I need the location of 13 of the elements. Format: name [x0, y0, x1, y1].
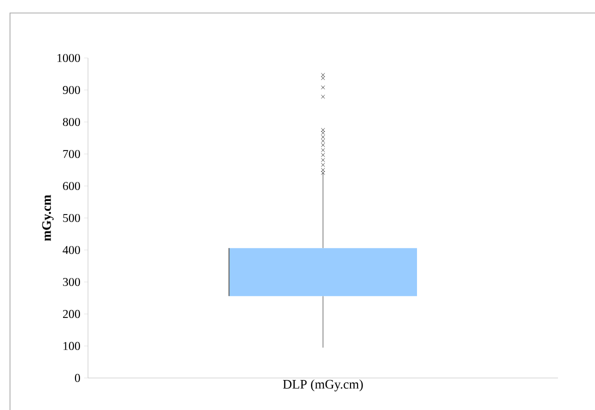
- y-tick-label: 0: [74, 374, 80, 382]
- x-axis-title: DLP (mGy.cm): [283, 380, 363, 392]
- y-tick-label: 400: [62, 246, 80, 254]
- y-tick-label: 500: [63, 214, 80, 222]
- y-tick-label: 200: [63, 310, 80, 318]
- y-tick-label: 900: [62, 86, 80, 94]
- y-tick-label: 300: [63, 278, 80, 286]
- y-tick-label: 700: [63, 150, 80, 158]
- y-tick-label: 100: [64, 342, 80, 350]
- y-axis-title: mGy.cm: [42, 194, 54, 241]
- y-tick-label: 800: [62, 118, 80, 126]
- y-tick-label: 600: [62, 182, 80, 190]
- y-tick-label: 1000: [58, 54, 80, 62]
